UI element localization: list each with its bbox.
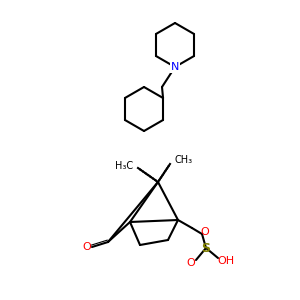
Text: O: O <box>201 227 209 237</box>
Text: S: S <box>202 242 211 254</box>
Text: O: O <box>82 242 91 252</box>
Text: N: N <box>171 62 179 72</box>
Text: O: O <box>187 258 195 268</box>
Text: H₃C: H₃C <box>115 161 133 171</box>
Text: CH₃: CH₃ <box>175 155 193 165</box>
Text: OH: OH <box>218 256 235 266</box>
